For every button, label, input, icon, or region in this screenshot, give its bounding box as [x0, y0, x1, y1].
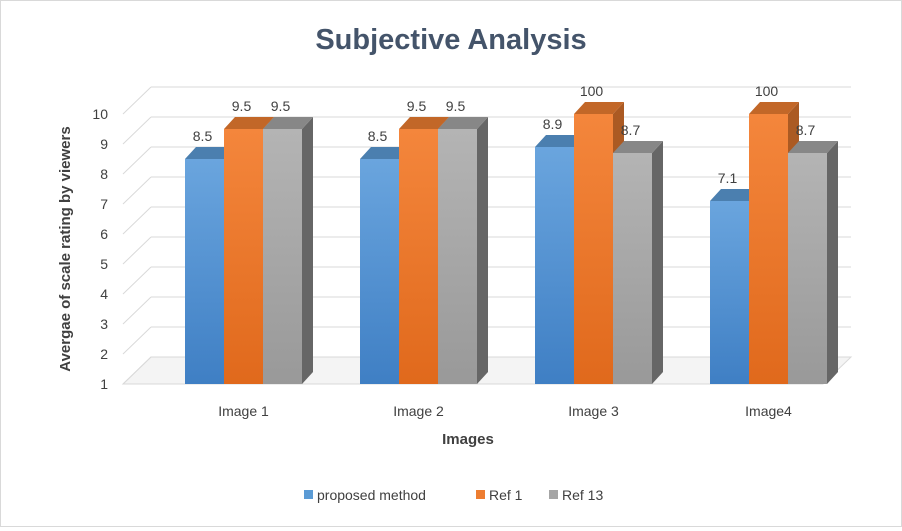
y-tick-label: 5: [100, 256, 108, 272]
x-tick-label: Image 3: [568, 403, 619, 419]
gridline-side: [122, 176, 152, 205]
bar: [263, 117, 313, 384]
gridline-side: [122, 146, 152, 175]
bar-top: [710, 189, 760, 201]
legend-item: Ref 13: [549, 487, 603, 503]
x-tick-labels: Image 1 Image 2 Image 3 Image4: [218, 403, 792, 419]
bar-top: [224, 117, 274, 129]
bar-front: [574, 114, 613, 384]
bar-front: [263, 129, 302, 384]
bar-side: [477, 117, 488, 384]
bar: [613, 141, 663, 384]
bar-top: [438, 117, 488, 129]
data-label: 9.5: [446, 98, 466, 114]
x-tick-label: Image4: [745, 403, 792, 419]
data-label: 8.7: [796, 122, 816, 138]
gridline-side: [122, 236, 152, 265]
chart-title: Subjective Analysis: [315, 24, 586, 56]
gridline-side: [122, 116, 152, 145]
bar-side: [652, 141, 663, 384]
legend-item: Ref 1: [476, 487, 523, 503]
bar-front: [360, 159, 399, 384]
data-labels: 8.5 9.5 9.5 8.5 9.5 9.5 8.9 100 8.7 7.1 100 8.7: [193, 83, 816, 186]
bar-front: [185, 159, 224, 384]
data-label: 8.7: [621, 122, 641, 138]
y-tick-label: 9: [100, 136, 108, 152]
bar-top: [535, 135, 585, 147]
y-tick-label: 10: [92, 106, 108, 122]
bar-front: [613, 153, 652, 384]
data-label: 9.5: [407, 98, 427, 114]
y-tick-label: 3: [100, 316, 108, 332]
bar-front: [399, 129, 438, 384]
legend-label: Ref 13: [562, 487, 603, 503]
bar-side: [827, 141, 838, 384]
bars: [185, 102, 838, 384]
gridline-side: [122, 266, 152, 295]
y-tick-label: 6: [100, 226, 108, 242]
data-label: 8.5: [193, 128, 213, 144]
data-label: 9.5: [232, 98, 252, 114]
bar: [438, 117, 488, 384]
data-label: 9.5: [271, 98, 291, 114]
legend-item: proposed method: [304, 487, 426, 503]
bar-top: [360, 147, 410, 159]
bar-top: [399, 117, 449, 129]
y-axis-title: Avergae of scale rating by viewers: [57, 126, 74, 371]
legend-swatch: [304, 490, 313, 499]
data-label: 8.9: [543, 116, 563, 132]
gridline-side: [122, 206, 152, 235]
legend: proposed method Ref 1 Ref 13: [304, 487, 603, 503]
bar-front: [710, 201, 749, 384]
x-tick-label: Image 2: [393, 403, 444, 419]
bar-top: [788, 141, 838, 153]
legend-label: Ref 1: [489, 487, 523, 503]
gridline-side: [122, 296, 152, 325]
y-tick-label: 1: [100, 376, 108, 392]
legend-swatch: [476, 490, 485, 499]
legend-swatch: [549, 490, 558, 499]
gridline-side: [122, 86, 152, 115]
y-tick-labels: 1 2 3 4 5 6 7 8 9 10: [92, 106, 108, 392]
data-label: 100: [580, 83, 604, 99]
x-tick-label: Image 1: [218, 403, 269, 419]
data-label: 7.1: [718, 170, 738, 186]
gridline-side: [122, 356, 152, 385]
data-label: 8.5: [368, 128, 388, 144]
gridline-side: [122, 326, 152, 355]
legend-label: proposed method: [317, 487, 426, 503]
bar-front: [749, 114, 788, 384]
y-tick-label: 8: [100, 166, 108, 182]
y-tick-label: 4: [100, 286, 108, 302]
bar-front: [788, 153, 827, 384]
x-axis-title: Images: [442, 431, 494, 448]
bar-front: [224, 129, 263, 384]
data-label: 100: [755, 83, 779, 99]
bar-side: [302, 117, 313, 384]
bar-front: [438, 129, 477, 384]
bar-top: [749, 102, 799, 114]
bar-front: [535, 147, 574, 384]
bar-top: [613, 141, 663, 153]
bar-top: [574, 102, 624, 114]
bar-top: [185, 147, 235, 159]
bar-top: [263, 117, 313, 129]
y-tick-label: 2: [100, 346, 108, 362]
bar: [788, 141, 838, 384]
y-tick-label: 7: [100, 196, 108, 212]
bar: [749, 102, 799, 384]
